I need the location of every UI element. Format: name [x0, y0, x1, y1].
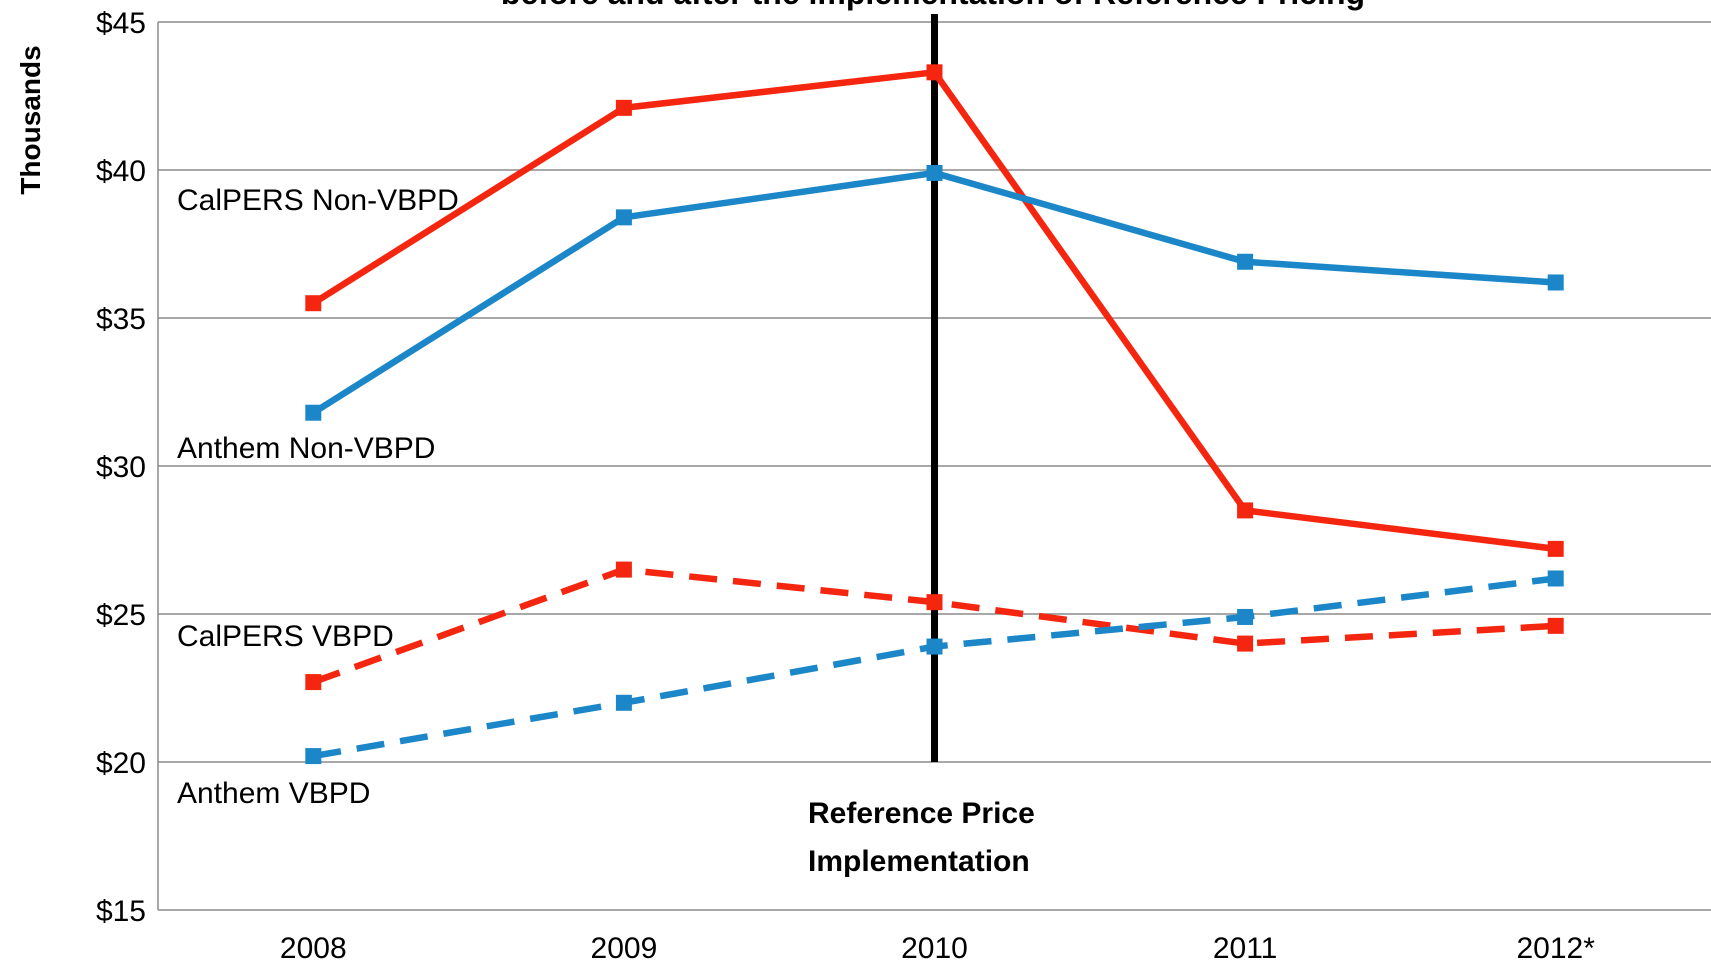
x-tick-label: 2008: [280, 932, 347, 965]
annotation: Implementation: [808, 845, 1030, 878]
y-tick-label: $35: [96, 303, 146, 336]
point: [926, 164, 943, 181]
point: [926, 64, 943, 81]
point: [1237, 635, 1254, 652]
point: [1547, 274, 1564, 291]
point: [926, 594, 943, 611]
point: [615, 694, 632, 711]
point: [926, 638, 943, 655]
y-axis-label: Thousands: [15, 45, 46, 194]
chart-title: before and after the implementation of R…: [501, 0, 1365, 11]
point: [615, 561, 632, 578]
series-label: Anthem VBPD: [177, 777, 370, 810]
annotation: Reference Price: [808, 797, 1035, 830]
point: [1237, 502, 1254, 519]
point: [615, 99, 632, 116]
x-tick-label: 2012*: [1516, 932, 1595, 965]
point: [305, 674, 322, 691]
point: [305, 404, 322, 421]
y-tick-label: $30: [96, 451, 146, 484]
x-tick-label: 2010: [901, 932, 968, 965]
point: [1237, 608, 1254, 625]
x-tick-label: 2011: [1213, 932, 1278, 965]
series-label: CalPERS VBPD: [177, 620, 394, 653]
series-label: CalPERS Non-VBPD: [177, 184, 459, 217]
y-tick-label: $25: [96, 599, 146, 632]
y-tick-label: $20: [96, 747, 146, 780]
y-tick-label: $40: [96, 155, 146, 188]
y-tick-label: $45: [96, 7, 146, 40]
y-tick-label: $15: [96, 895, 146, 928]
point: [1547, 540, 1564, 557]
series-label: Anthem Non-VBPD: [177, 432, 435, 465]
point: [305, 748, 322, 765]
point: [305, 295, 322, 312]
point: [1237, 253, 1254, 270]
point: [1547, 617, 1564, 634]
point: [615, 209, 632, 226]
point: [1547, 570, 1564, 587]
x-tick-label: 2009: [591, 932, 658, 965]
